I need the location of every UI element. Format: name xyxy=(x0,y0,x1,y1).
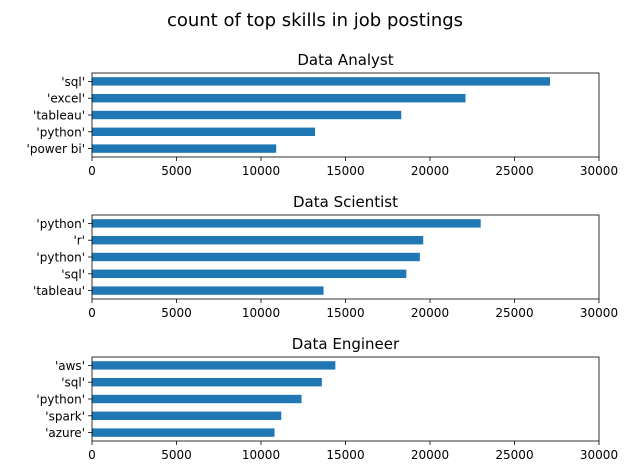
x-tick-label: 25000 xyxy=(495,448,533,462)
bar xyxy=(92,94,466,103)
bar xyxy=(92,127,316,136)
bar xyxy=(92,77,550,86)
y-tick-label: 'sql' xyxy=(61,75,85,89)
bar xyxy=(92,411,282,420)
x-tick-label: 25000 xyxy=(495,164,533,178)
y-tick-label: 'power bi' xyxy=(27,142,85,156)
x-tick-label: 10000 xyxy=(242,306,280,320)
y-tick-label: 'python' xyxy=(36,217,85,231)
bar xyxy=(92,269,407,278)
bar xyxy=(92,394,302,404)
x-tick-label: 15000 xyxy=(326,164,364,178)
y-tick-label: 'r' xyxy=(73,234,85,248)
subplot-title: Data Engineer xyxy=(292,335,400,353)
x-tick-label: 20000 xyxy=(411,164,449,178)
bar xyxy=(92,252,420,262)
subplot-title: Data Scientist xyxy=(293,193,398,211)
x-tick-label: 30000 xyxy=(580,448,618,462)
y-tick-label: 'sql' xyxy=(61,376,85,390)
x-tick-label: 10000 xyxy=(242,164,280,178)
x-tick-label: 0 xyxy=(88,448,96,462)
x-tick-label: 5000 xyxy=(161,306,192,320)
y-tick-label: 'python' xyxy=(36,393,85,407)
y-tick-label: 'tableau' xyxy=(33,109,85,123)
y-tick-label: 'tableau' xyxy=(33,284,85,298)
y-tick-label: 'sql' xyxy=(61,267,85,281)
bar xyxy=(92,428,275,437)
y-tick-label: 'python' xyxy=(36,251,85,265)
bar xyxy=(92,286,324,295)
x-tick-label: 0 xyxy=(88,164,96,178)
x-tick-label: 30000 xyxy=(580,306,618,320)
subplot: Data Engineer 'aws' 'sql' 'python' 'spark' 'a… xyxy=(36,335,618,462)
x-tick-label: 10000 xyxy=(242,448,280,462)
y-tick-label: 'aws' xyxy=(55,359,85,373)
subplot: Data Analyst 'sql' 'excel' 'tableau' 'python… xyxy=(27,51,619,178)
x-tick-label: 5000 xyxy=(161,448,192,462)
bar xyxy=(92,144,277,153)
y-tick-label: 'azure' xyxy=(45,426,85,440)
x-tick-label: 5000 xyxy=(161,164,192,178)
subplot-title: Data Analyst xyxy=(297,51,393,69)
figure-title: count of top skills in job postings xyxy=(167,10,463,31)
bar xyxy=(92,378,322,387)
bar xyxy=(92,236,424,245)
y-tick-label: 'python' xyxy=(36,125,85,139)
x-tick-label: 0 xyxy=(88,306,96,320)
charts-container: Data Analyst 'sql' 'excel' 'tableau' 'python… xyxy=(27,51,619,462)
x-tick-label: 25000 xyxy=(495,306,533,320)
subplot: Data Scientist 'python' 'r' 'python' 'sql' 't… xyxy=(33,193,618,320)
bar xyxy=(92,110,402,120)
x-tick-label: 15000 xyxy=(326,306,364,320)
x-tick-label: 20000 xyxy=(411,448,449,462)
bar xyxy=(92,361,336,370)
x-tick-label: 30000 xyxy=(580,164,618,178)
y-tick-label: 'spark' xyxy=(45,409,85,423)
bar xyxy=(92,219,481,228)
x-tick-label: 20000 xyxy=(411,306,449,320)
y-tick-label: 'excel' xyxy=(47,92,85,106)
x-tick-label: 15000 xyxy=(326,448,364,462)
